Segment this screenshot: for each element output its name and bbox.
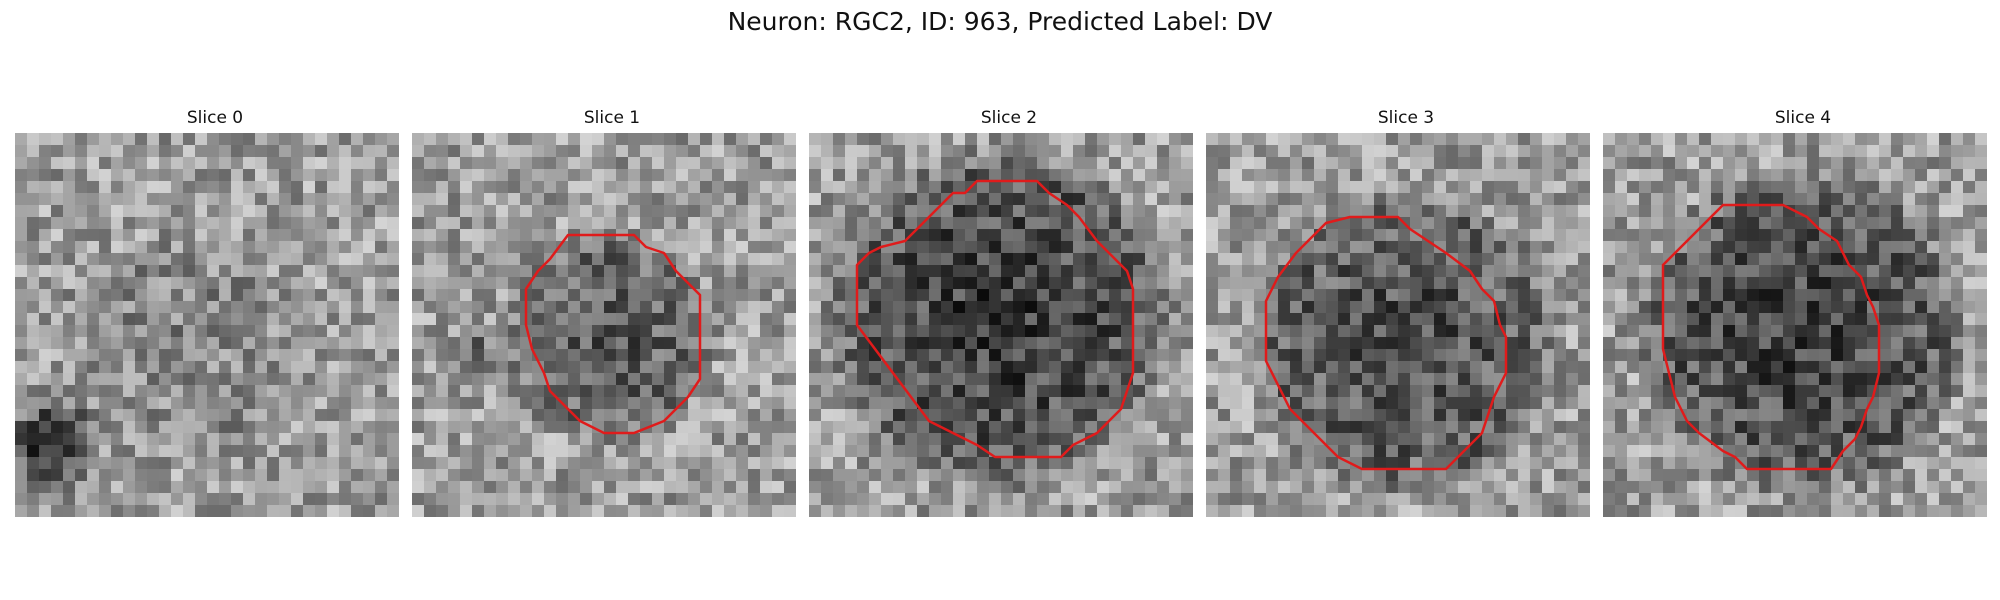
slice-image bbox=[1603, 133, 1987, 517]
slice-2-grayscale-image bbox=[809, 133, 1193, 517]
figure-title: Neuron: RGC2, ID: 963, Predicted Label: … bbox=[727, 7, 1273, 36]
cell-outline-contour bbox=[1661, 203, 1881, 471]
slice-image bbox=[15, 133, 399, 517]
slice-1-grayscale-image bbox=[412, 133, 796, 517]
slice-title: Slice 2 bbox=[980, 108, 1038, 128]
slice-title: Slice 0 bbox=[186, 108, 244, 128]
cell-outline-contour bbox=[1264, 215, 1508, 471]
slice-3-grayscale-image bbox=[1206, 133, 1590, 517]
slice-image bbox=[1206, 133, 1590, 517]
cell-outline-contour bbox=[855, 179, 1135, 459]
slice-title: Slice 3 bbox=[1377, 108, 1435, 128]
slice-image bbox=[412, 133, 796, 517]
slice-title: Slice 1 bbox=[583, 108, 641, 128]
slice-image bbox=[809, 133, 1193, 517]
slice-0-grayscale-image bbox=[15, 133, 399, 517]
cell-outline-contour bbox=[524, 233, 702, 435]
slice-4-grayscale-image bbox=[1603, 133, 1987, 517]
slice-title: Slice 4 bbox=[1774, 108, 1832, 128]
